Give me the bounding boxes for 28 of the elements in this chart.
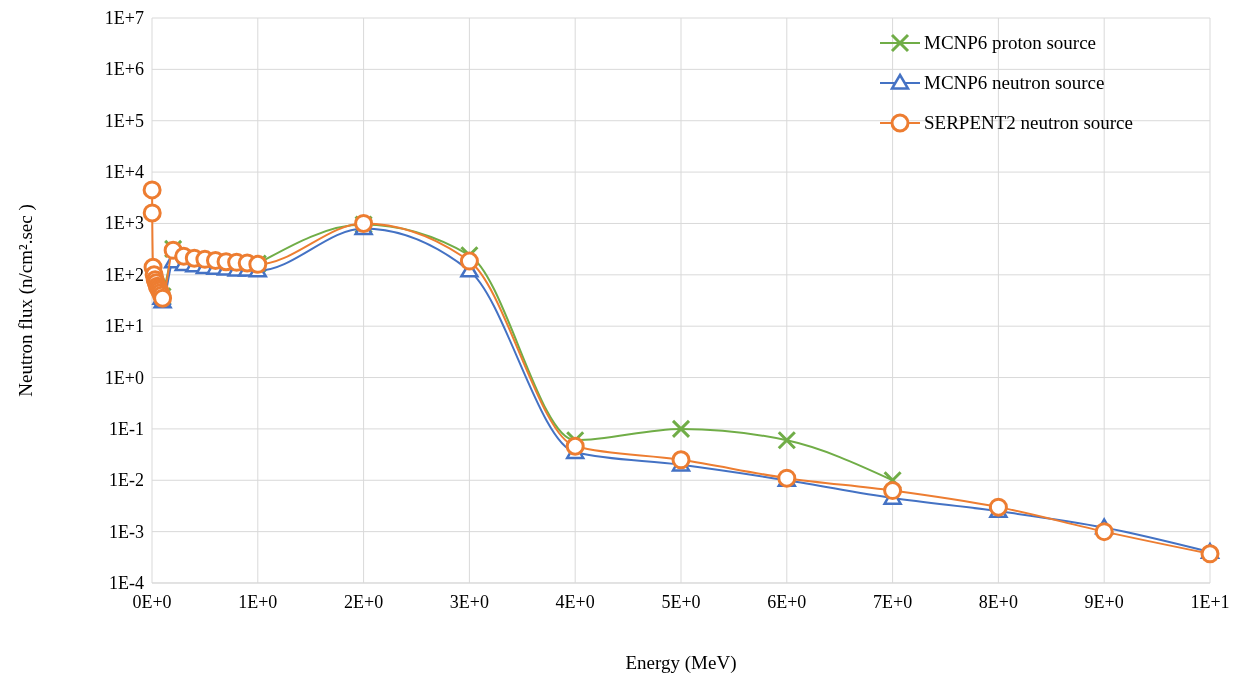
legend-label: MCNP6 neutron source — [924, 72, 1105, 93]
y-tick-label: 1E-1 — [109, 418, 144, 439]
x-tick-label: 9E+0 — [1084, 592, 1124, 612]
legend-label: SERPENT2 neutron source — [924, 112, 1133, 133]
y-tick-label: 1E+3 — [104, 213, 144, 234]
x-tick-label: 5E+0 — [661, 592, 701, 612]
y-tick-label: 1E+4 — [104, 162, 144, 183]
y-tick-label: 1E+7 — [104, 8, 144, 28]
x-tick-label: 1E+1 — [1190, 592, 1230, 612]
y-tick-label: 1E+2 — [104, 264, 144, 285]
x-tick-label: 8E+0 — [978, 592, 1018, 612]
x-tick-label: 7E+0 — [873, 592, 913, 612]
y-tick-label: 1E-4 — [109, 573, 144, 593]
y-tick-label: 1E+5 — [104, 110, 144, 131]
x-tick-label: 0E+0 — [132, 592, 172, 612]
legend-label: MCNP6 proton source — [924, 32, 1097, 53]
y-tick-label: 1E+0 — [104, 367, 144, 388]
y-axis-title: Neutron flux (n/cm².sec ) — [15, 204, 37, 397]
y-tick-label: 1E+6 — [104, 59, 144, 80]
y-tick-label: 1E-3 — [109, 521, 144, 542]
x-tick-label: 2E+0 — [344, 592, 384, 612]
x-tick-label: 6E+0 — [767, 592, 807, 612]
x-axis-title: Energy (MeV) — [625, 652, 737, 674]
x-tick-label: 4E+0 — [555, 592, 595, 612]
x-tick-label: 3E+0 — [449, 592, 489, 612]
x-tick-label: 1E+0 — [238, 592, 278, 612]
y-tick-label: 1E+1 — [104, 316, 144, 337]
y-tick-label: 1E-2 — [109, 470, 144, 491]
